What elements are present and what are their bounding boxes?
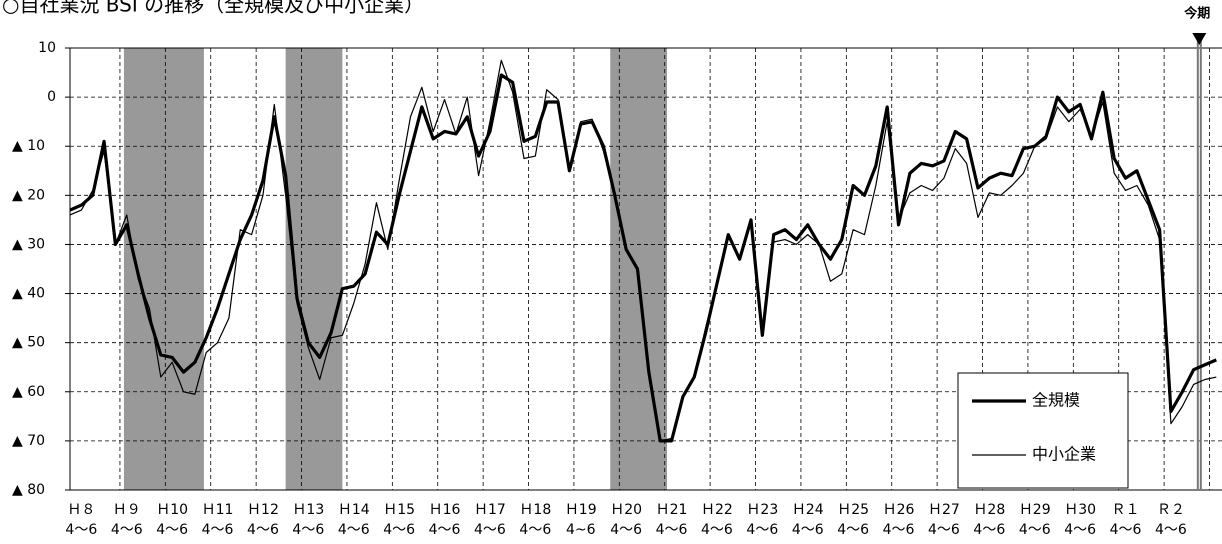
x-tick-sublabel: 4～6	[1155, 522, 1187, 538]
chart-title: ○自社業況 BSI の推移（全規模及び中小企業）	[2, 0, 424, 17]
y-tick-label: ▲ 40	[12, 286, 45, 302]
x-tick-label: Ｒ１	[1112, 502, 1140, 518]
legend-box	[957, 372, 1129, 489]
x-tick-sublabel: 4～6	[383, 522, 415, 538]
x-tick-label: Ｈ10	[156, 502, 188, 518]
x-tick-sublabel: 4～6	[746, 522, 778, 538]
x-tick-label: Ｈ14	[338, 502, 370, 518]
x-tick-label: Ｈ18	[519, 502, 551, 518]
x-tick-sublabel: 4～6	[474, 522, 506, 538]
x-tick-label: Ｈ13	[292, 502, 324, 518]
x-tick-sublabel: 4～6	[1019, 522, 1051, 538]
y-tick-label: ▲ 30	[12, 236, 45, 252]
x-tick-label: Ｈ23	[746, 502, 778, 518]
y-tick-label: ▲ 10	[12, 138, 45, 154]
y-tick-label: ▲ 70	[12, 433, 45, 449]
x-tick-label: Ｈ29	[1019, 502, 1051, 518]
x-tick-sublabel: 4～6	[338, 522, 370, 538]
x-tick-label: Ｈ24	[792, 502, 824, 518]
x-tick-sublabel: 4～6	[519, 522, 551, 538]
x-tick-label: Ｈ15	[383, 502, 415, 518]
x-tick-sublabel: 4～6	[973, 522, 1005, 538]
x-tick-label: Ｈ27	[928, 502, 960, 518]
x-tick-label: Ｈ25	[837, 502, 869, 518]
x-tick-sublabel: 4～6	[65, 522, 97, 538]
x-tick-sublabel: 4～6	[247, 522, 279, 538]
current-period-arrow	[1192, 33, 1207, 45]
x-tick-sublabel: 4～6	[656, 522, 688, 538]
x-tick-sublabel: 4～6	[610, 522, 642, 538]
x-tick-sublabel: 4～6	[111, 522, 143, 538]
x-tick-sublabel: 4～6	[292, 522, 324, 538]
x-tick-sublabel: 4～6	[202, 522, 234, 538]
x-tick-label: Ｈ20	[610, 502, 642, 518]
x-tick-label: Ｈ21	[656, 502, 688, 518]
x-tick-sublabel: 4～6	[837, 522, 869, 538]
x-tick-sublabel: 4～6	[792, 522, 824, 538]
x-tick-label: Ｈ12	[247, 502, 279, 518]
x-tick-sublabel: 4～6	[928, 522, 960, 538]
series-line	[69, 59, 1217, 442]
x-tick-sublabel: 4～6	[429, 522, 461, 538]
x-tick-sublabel: 4~6	[566, 522, 596, 538]
x-tick-label: Ｈ９	[113, 502, 141, 518]
legend-label: 中小企業	[1032, 445, 1096, 464]
x-tick-label: Ｈ19	[565, 502, 597, 518]
x-tick-sublabel: 4～6	[1064, 522, 1096, 538]
x-tick-label: Ｒ２	[1157, 502, 1185, 518]
x-tick-label: Ｈ16	[429, 502, 461, 518]
x-tick-label: Ｈ11	[202, 502, 234, 518]
x-tick-sublabel: 4～6	[883, 522, 915, 538]
legend-label: 全規模	[1032, 391, 1080, 410]
y-tick-label: 10	[38, 40, 56, 56]
current-period-label: 今期	[1183, 6, 1210, 22]
x-tick-label: Ｈ22	[701, 502, 733, 518]
x-tick-label: Ｈ26	[883, 502, 915, 518]
y-tick-label: ▲ 20	[12, 187, 45, 203]
x-tick-sublabel: 4～6	[1110, 522, 1142, 538]
y-tick-label: 0	[47, 89, 56, 105]
x-tick-sublabel: 4～6	[701, 522, 733, 538]
x-tick-label: Ｈ30	[1064, 502, 1096, 518]
x-tick-label: Ｈ17	[474, 502, 506, 518]
x-tick-label: Ｈ28	[973, 502, 1005, 518]
x-tick-label: Ｈ８	[67, 502, 95, 518]
x-tick-sublabel: 4～6	[156, 522, 188, 538]
y-tick-label: ▲ 60	[12, 384, 45, 400]
y-tick-label: ▲ 80	[12, 482, 45, 498]
y-tick-label: ▲ 50	[12, 335, 45, 351]
